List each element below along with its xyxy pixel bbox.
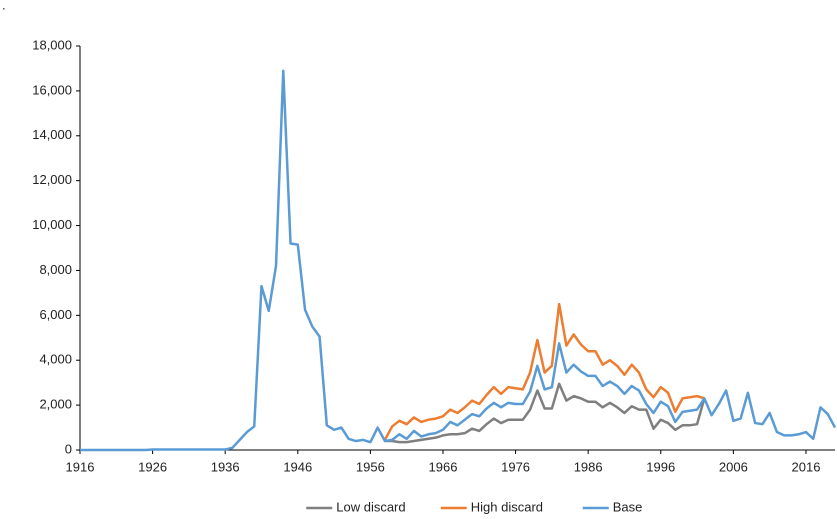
y-tick-label: 10,000 — [32, 217, 72, 232]
y-tick-label: 8,000 — [39, 262, 72, 277]
legend-label: High discard — [471, 499, 543, 514]
series-line — [80, 69, 837, 452]
x-tick-label: 1926 — [138, 459, 167, 474]
y-tick-label: 0 — [65, 441, 72, 456]
legend-label: Low discard — [336, 499, 405, 514]
x-tick-label: 2016 — [792, 459, 821, 474]
x-tick-label: 1946 — [283, 459, 312, 474]
x-tick-label: 1976 — [501, 459, 530, 474]
x-tick-label: 1956 — [356, 459, 385, 474]
x-tick-label: 1996 — [646, 459, 675, 474]
caption: . — [2, 0, 6, 12]
y-tick-label: 6,000 — [39, 307, 72, 322]
series-line — [384, 382, 706, 444]
x-tick-label: 1936 — [211, 459, 240, 474]
legend-label: Base — [613, 499, 643, 514]
x-tick-label: 1916 — [66, 459, 95, 474]
y-tick-label: 18,000 — [32, 37, 72, 52]
x-tick-label: 1986 — [574, 459, 603, 474]
series-line — [383, 302, 705, 441]
y-tick-label: 4,000 — [39, 352, 72, 367]
y-tick-label: 16,000 — [32, 82, 72, 97]
y-tick-label: 2,000 — [39, 397, 72, 412]
y-tick-label: 14,000 — [32, 127, 72, 142]
x-tick-label: 1966 — [429, 459, 458, 474]
x-tick-label: 2006 — [719, 459, 748, 474]
y-tick-label: 12,000 — [32, 172, 72, 187]
